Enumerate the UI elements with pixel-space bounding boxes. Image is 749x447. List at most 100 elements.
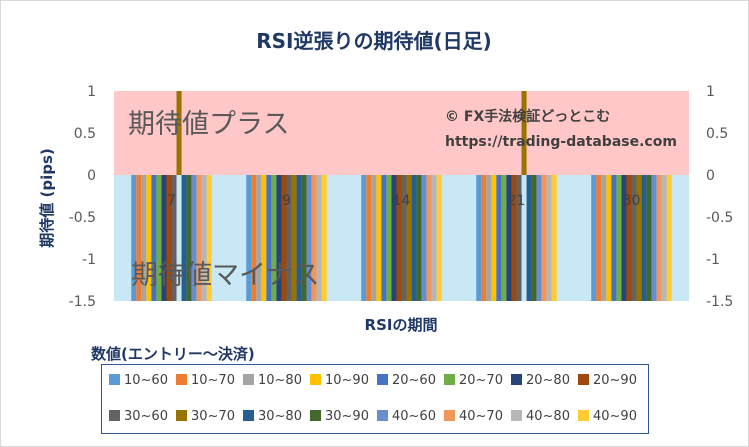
bar-30-30~70	[636, 175, 642, 301]
y-tick-left--1.5: -1.5	[69, 294, 96, 310]
legend-label-10~80: 10~80	[258, 373, 302, 388]
bar-7-40~70	[196, 175, 202, 301]
legend-swatch-10~60	[109, 374, 120, 385]
y-tick-left--1: -1	[82, 252, 96, 268]
bar-14-10~70	[366, 175, 372, 301]
legend-swatch-40~80	[511, 410, 522, 421]
bar-14-30~70	[406, 175, 412, 301]
bar-30-40~70	[656, 175, 662, 301]
bar-9-10~90	[261, 175, 267, 301]
bar-21-30~70	[521, 91, 527, 175]
legend-label-10~60: 10~60	[124, 373, 168, 388]
legend-label-40~90: 40~90	[593, 409, 637, 424]
bar-9-10~80	[256, 175, 262, 301]
bar-30-30~90	[646, 175, 652, 301]
legend-label-10~70: 10~70	[191, 373, 235, 388]
y-tick-right--1: -1	[706, 252, 720, 268]
legend-label-40~80: 40~80	[526, 409, 570, 424]
bar-14-20~80	[391, 175, 397, 301]
legend-label-20~90: 20~90	[593, 373, 637, 388]
y-ticks-right: 1 0.5 0 -0.5 -1 -1.5	[706, 84, 733, 310]
bar-30-20~70	[616, 175, 622, 301]
bar-14-10~90	[376, 175, 382, 301]
legend-swatch-10~90	[310, 374, 321, 385]
bar-21-20~60	[496, 175, 502, 301]
x-tick-21: 21	[508, 193, 526, 209]
watermark-url: https://trading-database.com	[445, 134, 677, 150]
bar-9-40~60	[306, 175, 312, 301]
bar-21-10~80	[486, 175, 492, 301]
chart-title: RSI逆張りの期待値(日足)	[256, 29, 492, 53]
bar-14-40~90	[436, 175, 442, 301]
legend-swatch-30~80	[243, 410, 254, 421]
x-tick-labels: 7 9 14 21 30	[167, 193, 640, 209]
bar-9-30~80	[296, 175, 302, 301]
legend-label-20~70: 20~70	[459, 373, 503, 388]
bar-9-30~70	[291, 175, 297, 301]
legend-swatch-20~90	[578, 374, 589, 385]
bar-9-30~60	[286, 175, 292, 301]
y-axis-label: 期待値 (pips)	[38, 148, 56, 247]
bar-21-30~90	[531, 175, 537, 301]
bar-9-20~90	[281, 175, 287, 301]
legend-label-40~70: 40~70	[459, 409, 503, 424]
bar-7-10~90	[146, 175, 152, 301]
bar-30-40~90	[666, 175, 672, 301]
bar-21-30~60	[516, 175, 522, 301]
bar-7-20~60	[151, 175, 157, 301]
bar-30-20~80	[621, 175, 627, 301]
legend-label-20~60: 20~60	[392, 373, 436, 388]
bar-14-10~80	[371, 175, 377, 301]
bar-21-10~70	[481, 175, 487, 301]
bar-21-40~80	[546, 175, 552, 301]
y-tick-left-1: 1	[87, 84, 96, 100]
legend-swatch-20~70	[444, 374, 455, 385]
watermark-copyright: © FX手法検証どっとこむ	[445, 108, 610, 125]
legend-label-40~60: 40~60	[392, 409, 436, 424]
legend-swatch-30~70	[176, 410, 187, 421]
legend-swatch-40~70	[444, 410, 455, 421]
legend-swatch-40~60	[377, 410, 388, 421]
bar-9-30~90	[301, 175, 307, 301]
bar-14-30~90	[416, 175, 422, 301]
legend-label-10~90: 10~90	[325, 373, 369, 388]
legend-swatch-40~90	[578, 410, 589, 421]
x-tick-30: 30	[623, 193, 641, 209]
bar-21-30~80	[526, 175, 532, 301]
bar-7-10~60	[131, 175, 137, 301]
bar-9-20~70	[271, 175, 277, 301]
bar-14-20~70	[386, 175, 392, 301]
bar-30-10~90	[606, 175, 612, 301]
bar-group	[131, 91, 672, 301]
bar-21-10~90	[491, 175, 497, 301]
bar-30-30~60	[631, 175, 637, 301]
bar-30-10~70	[596, 175, 602, 301]
bar-14-40~60	[421, 175, 427, 301]
plus-zone-label: 期待値プラス	[128, 109, 289, 140]
bar-7-10~80	[141, 175, 147, 301]
bar-9-40~90	[321, 175, 327, 301]
bar-21-20~80	[506, 175, 512, 301]
bar-7-30~90	[186, 175, 192, 301]
bar-9-20~60	[266, 175, 272, 301]
y-tick-right--1.5: -1.5	[706, 294, 733, 310]
legend-swatch-10~80	[243, 374, 254, 385]
bar-14-40~70	[426, 175, 432, 301]
legend-box	[101, 364, 649, 434]
x-tick-7: 7	[167, 193, 176, 209]
bar-7-30~70	[176, 91, 182, 175]
legend: 10~60 10~70 10~80 10~90 20~60 20~70 20~80 20~90…	[109, 373, 637, 424]
y-tick-left--0.5: -0.5	[69, 210, 96, 226]
legend-label-30~60: 30~60	[124, 409, 168, 424]
bar-7-30~80	[181, 175, 187, 301]
legend-swatch-30~60	[109, 410, 120, 421]
bar-9-10~70	[251, 175, 257, 301]
bar-14-20~60	[381, 175, 387, 301]
y-tick-right-1: 1	[706, 84, 715, 100]
x-tick-9: 9	[282, 193, 291, 209]
bar-9-20~80	[276, 175, 282, 301]
bar-21-40~60	[536, 175, 542, 301]
y-tick-right-0.5: 0.5	[706, 126, 728, 142]
bar-9-40~70	[311, 175, 317, 301]
